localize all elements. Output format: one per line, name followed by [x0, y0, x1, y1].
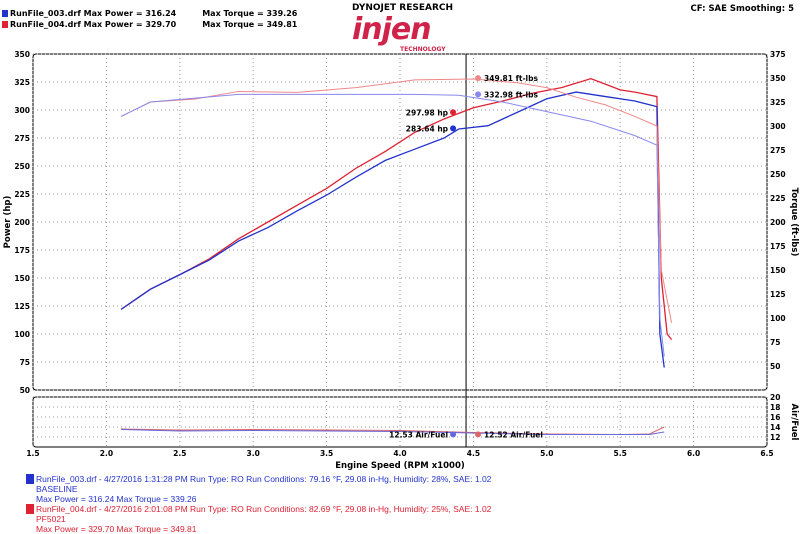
y-axis-label: Power (hp) — [3, 196, 13, 249]
y3-axis-label: Air/Fuel — [789, 404, 799, 441]
y2-tick-label: 325 — [770, 98, 786, 107]
run-file: RunFile_004.drf — [10, 20, 81, 29]
run-1-swatch — [2, 10, 8, 17]
annotation-label: 297.98 hp — [406, 108, 449, 117]
x-tick-label: 2.0 — [100, 449, 113, 458]
y2-tick-label: 150 — [770, 266, 786, 275]
x-tick-label: 1.5 — [26, 449, 39, 458]
y2-tick-label: 350 — [770, 74, 786, 83]
annotation-label: 12.52 Air/Fuel — [484, 430, 543, 439]
x-tick-label: 5.5 — [614, 449, 627, 458]
y2-tick-label: 50 — [770, 362, 780, 371]
y3-tick-label: 14 — [770, 423, 780, 432]
y3-tick-label: 20 — [770, 393, 780, 402]
annotation-marker — [475, 75, 482, 82]
series-line-torque — [120, 78, 673, 323]
series-line-torque — [120, 93, 665, 357]
y2-tick-label: 225 — [770, 194, 786, 203]
legend-line: RunFile_004.drf - 4/27/2016 2:01:08 PM R… — [36, 504, 492, 514]
y-tick-label: 200 — [14, 218, 30, 227]
y2-tick-label: 300 — [770, 122, 786, 131]
y2-tick-label: 75 — [770, 338, 780, 347]
y2-tick-label: 125 — [770, 290, 786, 299]
y-tick-label: 75 — [20, 358, 30, 367]
chart-settings: CF: SAE Smoothing: 5 — [690, 4, 795, 14]
run-file: RunFile_003.drf — [10, 9, 81, 18]
x-axis-label: Engine Speed (RPM x1000) — [335, 461, 465, 471]
x-tick-label: 3.0 — [247, 449, 260, 458]
injen-logo: injen — [352, 12, 432, 47]
annotation-label: 332.98 ft-lbs — [484, 90, 538, 99]
max-torque: Max Torque = 349.81 — [202, 20, 298, 29]
x-tick-label: 4.0 — [393, 449, 406, 458]
legend-swatch — [26, 474, 34, 484]
annotation-marker — [450, 431, 457, 438]
y2-tick-label: 275 — [770, 146, 786, 155]
legend-run-name: BASELINE — [36, 484, 78, 494]
max-torque: Max Torque = 339.26 — [202, 9, 298, 18]
annotation-label: 349.81 ft-lbs — [484, 74, 538, 83]
annotation-marker — [450, 109, 457, 116]
legend-max: Max Power = 329.70 Max Torque = 349.81 — [36, 524, 197, 534]
x-tick-label: 4.5 — [467, 449, 480, 458]
y-tick-label: 225 — [14, 190, 30, 199]
header-run-1: RunFile_003.drf Max Power = 316.24 Max To… — [2, 9, 297, 18]
y-tick-label: 350 — [14, 50, 30, 59]
legend-item-1: RunFile_003.drf - 4/27/2016 1:31:28 PM R… — [26, 474, 492, 504]
series-line-power — [120, 91, 665, 368]
annotation-label: 12.53 Air/Fuel — [389, 430, 448, 439]
annotation-marker — [475, 431, 482, 438]
y-tick-label: 125 — [14, 302, 30, 311]
x-tick-label: 6.5 — [760, 449, 773, 458]
y-tick-label: 175 — [14, 246, 30, 255]
y3-tick-label: 12 — [770, 433, 780, 442]
series-line-power — [120, 77, 673, 341]
y2-tick-label: 250 — [770, 170, 786, 179]
x-tick-label: 6.0 — [687, 449, 700, 458]
y3-tick-label: 18 — [770, 403, 780, 412]
y-tick-label: 100 — [14, 330, 30, 339]
x-tick-label: 2.5 — [173, 449, 186, 458]
legend-max: Max Power = 316.24 Max Torque = 339.26 — [36, 494, 197, 504]
legend-line: RunFile_003.drf - 4/27/2016 1:31:28 PM R… — [36, 474, 492, 484]
annotation-marker — [450, 125, 457, 132]
header-run-2: RunFile_004.drf Max Power = 329.70 Max To… — [2, 20, 297, 29]
y-tick-label: 50 — [20, 386, 30, 395]
annotation-label: 283.64 hp — [406, 124, 449, 133]
x-tick-label: 5.0 — [540, 449, 553, 458]
run-2-swatch — [2, 21, 8, 28]
y3-tick-label: 16 — [770, 413, 780, 422]
y2-tick-label: 100 — [770, 314, 786, 323]
legend-run-name: PF5021 — [36, 514, 66, 524]
y-tick-label: 150 — [14, 274, 30, 283]
annotation-marker — [475, 91, 482, 98]
brand-title: DYNOJET RESEARCH — [352, 3, 454, 13]
y-tick-label: 275 — [14, 134, 30, 143]
y2-axis-label: Torque (ft-lbs) — [789, 188, 799, 257]
x-tick-label: 3.5 — [320, 449, 333, 458]
legend-item-2: RunFile_004.drf - 4/27/2016 2:01:08 PM R… — [26, 504, 492, 534]
logo-subtitle: TECHNOLOGY — [400, 46, 446, 53]
y-tick-label: 325 — [14, 78, 30, 87]
y2-tick-label: 375 — [770, 50, 786, 59]
dyno-chart: 1.5 2.0 2.5 3.0 3.5 4.0 4.5 5.0 5.5 6.0 6.5 50 75 100… — [3, 50, 799, 471]
max-power: Max Power = 316.24 — [83, 9, 177, 18]
y2-tick-label: 175 — [770, 242, 786, 251]
max-power: Max Power = 329.70 — [83, 20, 177, 29]
y2-tick-label: 200 — [770, 218, 786, 227]
series-line-afr — [121, 429, 665, 435]
y-tick-label: 300 — [14, 106, 30, 115]
legend-swatch — [26, 504, 34, 514]
y-tick-label: 250 — [14, 162, 30, 171]
